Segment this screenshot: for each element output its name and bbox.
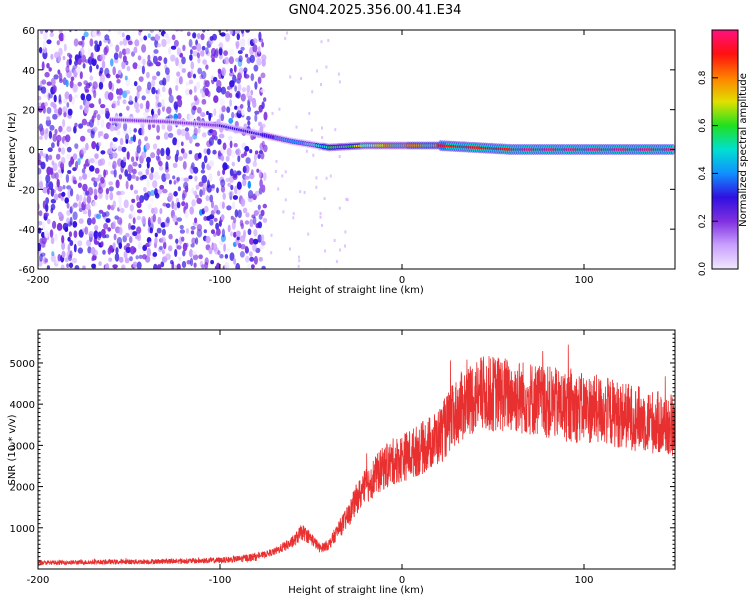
colorbar-label: Normalized spectral amplitude <box>738 73 749 227</box>
snr-y-ticks: 1000 2000 3000 4000 5000 <box>10 333 675 566</box>
spectrogram-y-tick-label: 40 <box>22 66 35 77</box>
spectrogram-y-tick-label: -20 <box>19 185 35 196</box>
snr-y-axis-label: SNR (10 * v/v) <box>7 414 18 485</box>
spectrogram-y-tick-label: 0 <box>29 146 35 157</box>
snr-frame <box>37 329 676 570</box>
snr-y-tick-label: 5000 <box>10 359 35 370</box>
colorbar-gradient <box>711 29 739 270</box>
spectrogram-x-ticks: -200 -100 0 100 <box>27 30 594 286</box>
spectrogram-y-ticks: 60 40 20 0 -20 -40 -60 <box>19 26 675 276</box>
spectrogram-x-tick-label: -100 <box>209 275 232 286</box>
snr-y-tick-label: 1000 <box>10 524 35 535</box>
colorbar-tick-label: 0.6 <box>698 118 708 133</box>
spectrogram-y-tick-label: 20 <box>22 106 35 117</box>
colorbar-tick-label: 0.8 <box>698 70 708 85</box>
spectrogram-y-tick-label: -60 <box>19 265 35 276</box>
snr-y-tick-label: 2000 <box>10 483 35 494</box>
snr-x-tick-label: 0 <box>399 575 405 586</box>
spectrogram-y-tick-label: 60 <box>22 26 35 37</box>
colorbar: 0.0 0.2 0.4 0.6 0.8 Normalized spectral ampl… <box>698 29 749 276</box>
snr-series-line <box>38 344 675 566</box>
snr-panel: 1000 2000 3000 4000 5000 -200 -100 0 100 Height… <box>7 329 676 596</box>
spectrogram-plot-area <box>38 30 675 269</box>
snr-y-tick-label: 3000 <box>10 441 35 452</box>
spectrogram-noise <box>38 30 349 269</box>
colorbar-tick-label: 0.4 <box>698 166 708 181</box>
spectrogram-x-tick-label: -200 <box>27 275 50 286</box>
spectrogram-y-axis-label: Frequency (Hz) <box>7 112 18 188</box>
spectrogram-x-axis-label: Height of straight line (km) <box>288 285 424 296</box>
snr-plot-area <box>38 344 675 566</box>
spectrogram-x-tick-label: 0 <box>399 275 405 286</box>
snr-x-tick-label: -200 <box>27 575 50 586</box>
snr-x-tick-label: 100 <box>574 575 593 586</box>
colorbar-tick-label: 0.2 <box>698 214 708 228</box>
snr-y-tick-label: 4000 <box>10 400 35 411</box>
colorbar-tick-label: 0.0 <box>698 262 708 277</box>
snr-x-ticks: -200 -100 0 100 <box>27 330 594 586</box>
spectrogram-x-tick-label: 100 <box>574 275 593 286</box>
spectrogram-track <box>108 115 675 156</box>
snr-x-tick-label: -100 <box>209 575 232 586</box>
spectrogram-y-tick-label: -40 <box>19 225 35 236</box>
colorbar-ticks: 0.0 0.2 0.4 0.6 0.8 <box>698 70 718 276</box>
chart-title: GN04.2025.356.00.41.E34 <box>289 3 462 18</box>
snr-x-axis-label: Height of straight line (km) <box>288 585 424 596</box>
spectrogram-panel: 60 40 20 0 -20 -40 -60 -200 -100 0 100 Height of … <box>7 26 676 296</box>
